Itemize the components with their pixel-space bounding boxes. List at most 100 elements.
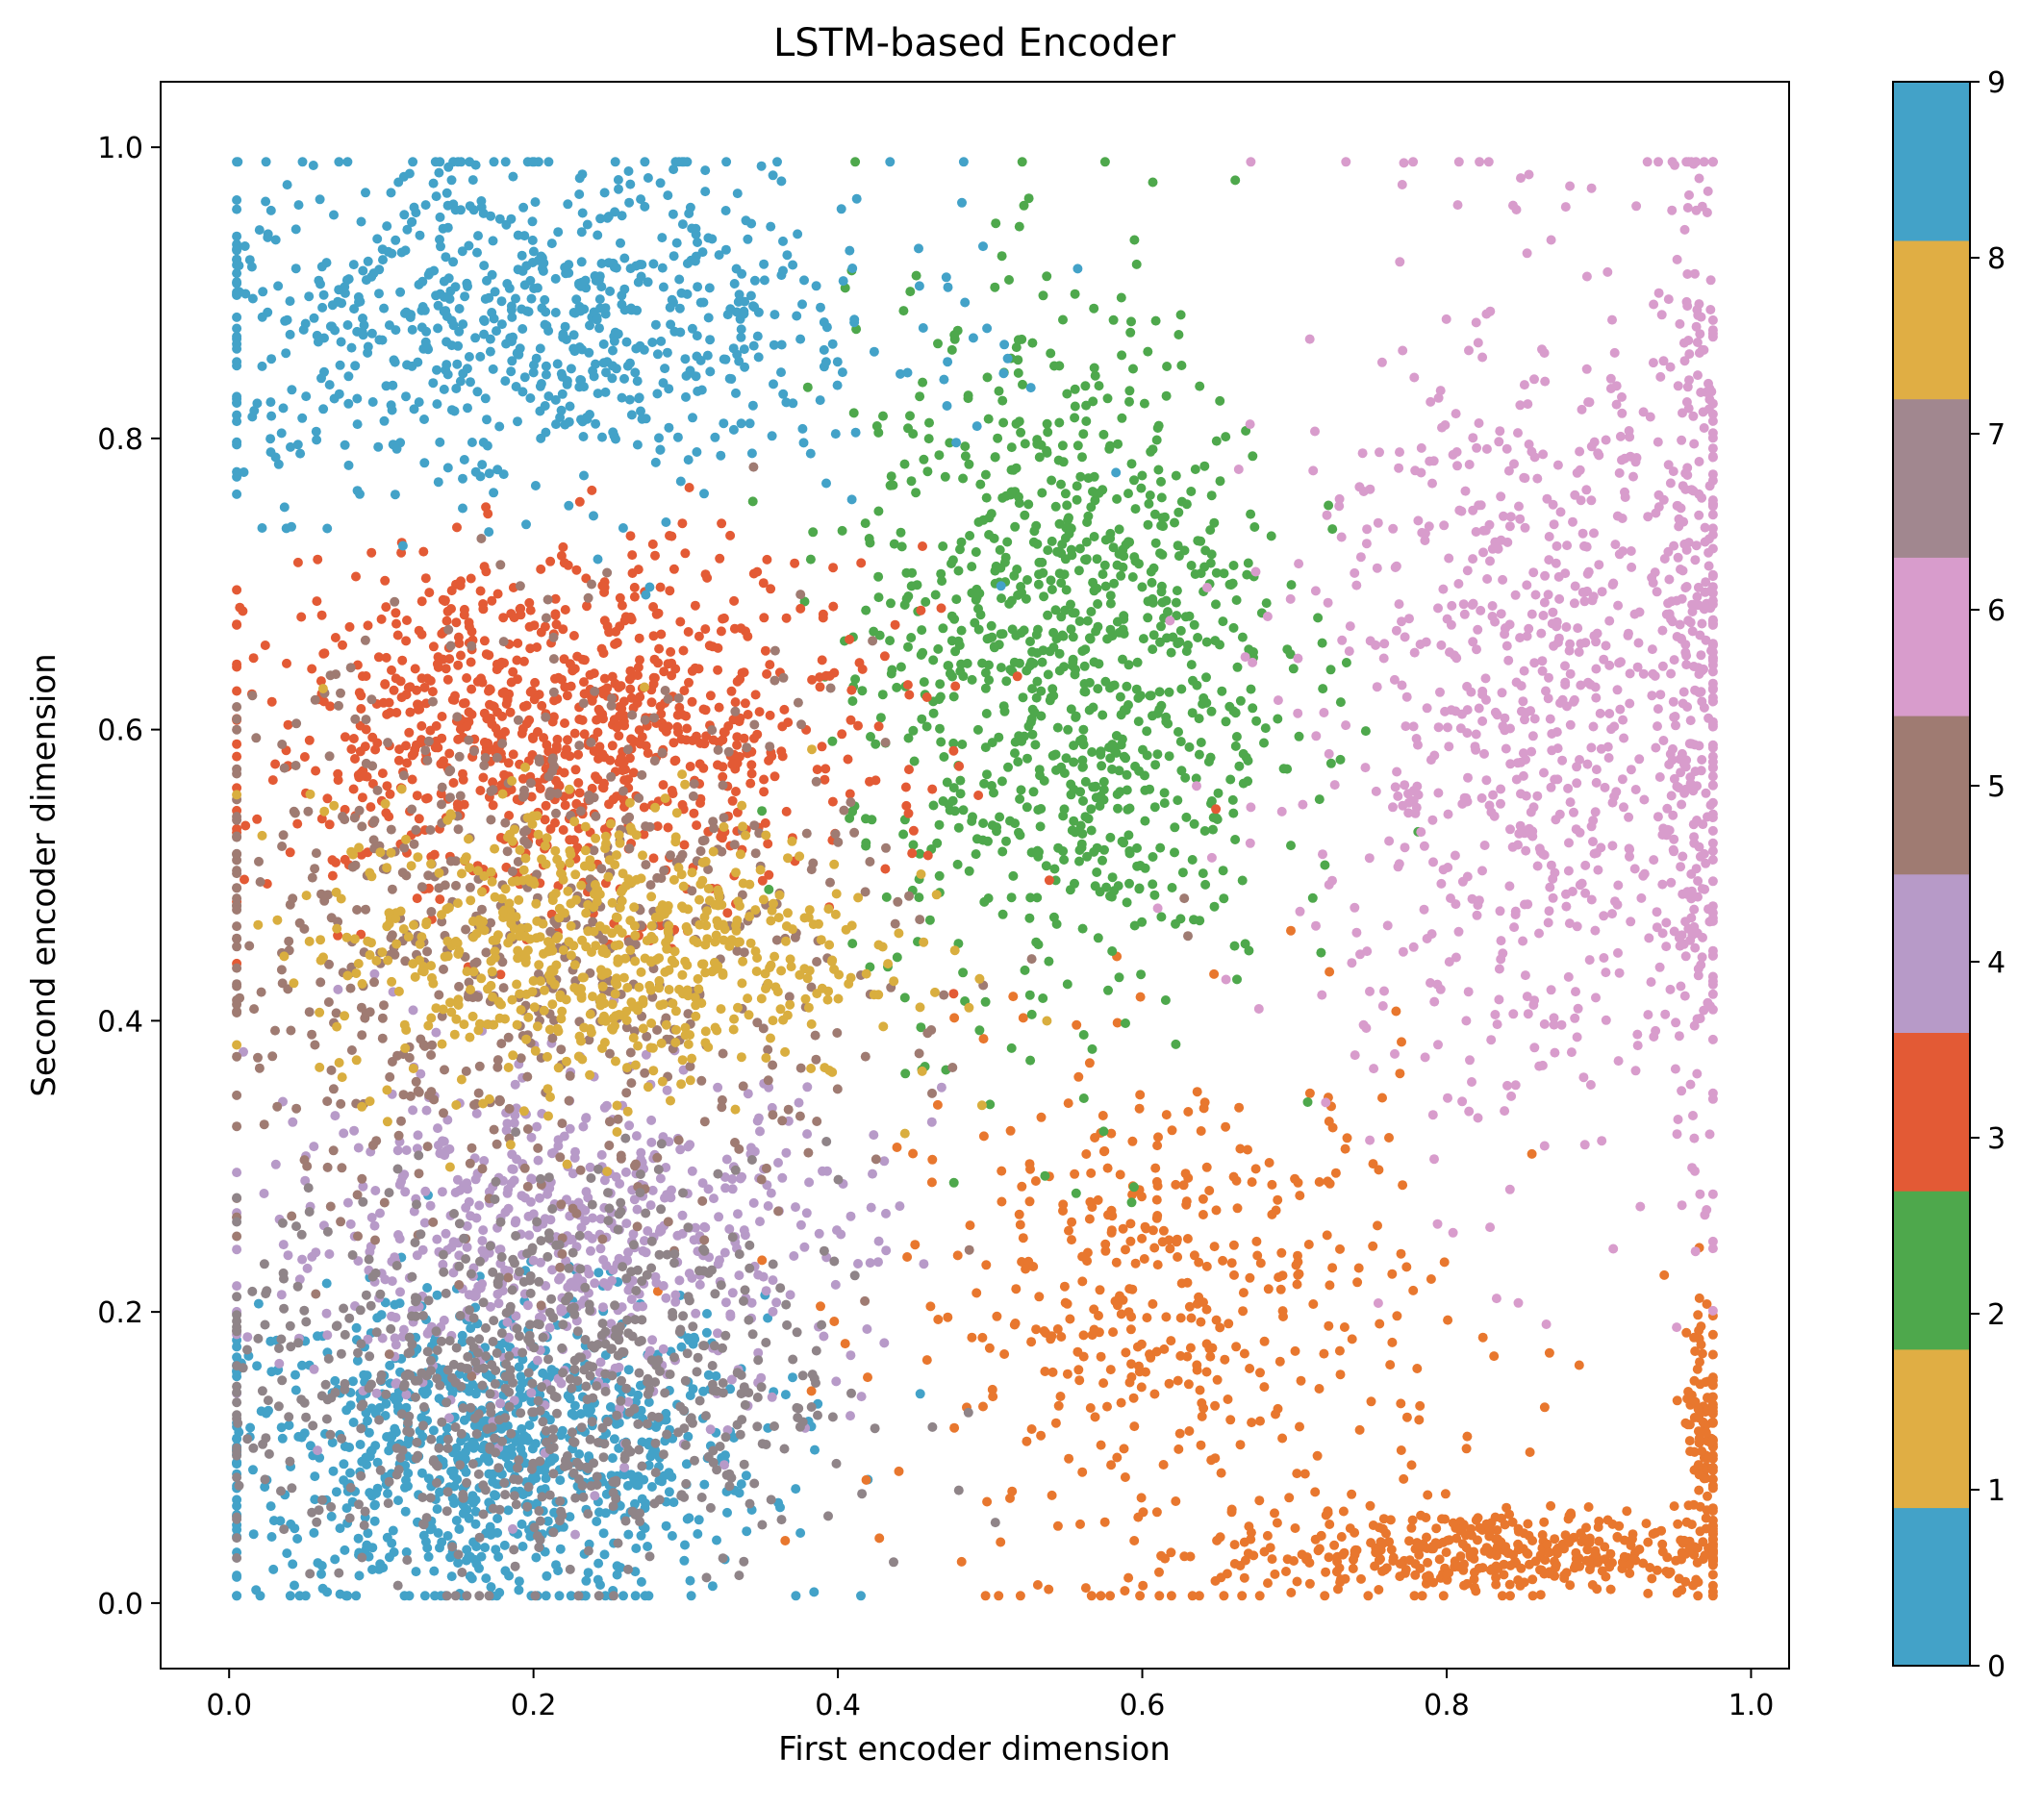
scatter-point-class-2 (935, 679, 946, 690)
scatter-point-class-0 (282, 1548, 292, 1559)
scatter-point-class-3 (563, 560, 573, 570)
scatter-point-class-5 (652, 1025, 663, 1035)
scatter-point-class-0 (372, 1313, 383, 1323)
scatter-point-class-3 (456, 650, 466, 661)
scatter-point-class-2 (1109, 578, 1120, 589)
scatter-point-class-2 (1186, 487, 1197, 496)
scatter-point-class-5 (1179, 893, 1190, 904)
scatter-point-class-3 (412, 893, 422, 904)
scatter-point-class-3 (746, 760, 757, 770)
scatter-point-class-1 (1216, 1468, 1226, 1478)
scatter-point-class-1 (1235, 1440, 1246, 1450)
scatter-point-class-1 (1471, 1586, 1481, 1596)
scatter-point-class-2 (1221, 716, 1231, 727)
scatter-point-class-2 (1205, 752, 1216, 763)
scatter-point-class-1 (1198, 1210, 1208, 1219)
scatter-point-class-2 (1313, 613, 1324, 623)
scatter-point-class-0 (386, 1431, 396, 1442)
scatter-point-class-3 (360, 771, 370, 782)
scatter-point-class-0 (348, 1376, 358, 1387)
scatter-point-class-1 (1120, 1586, 1130, 1596)
scatter-point-class-1 (1324, 1320, 1334, 1331)
scatter-point-class-1 (1600, 1542, 1610, 1552)
scatter-point-class-2 (1335, 697, 1346, 708)
scatter-point-class-3 (351, 571, 361, 582)
scatter-point-class-3 (648, 602, 659, 612)
scatter-point-class-3 (625, 684, 636, 694)
scatter-point-class-5 (622, 744, 633, 755)
scatter-point-class-1 (892, 1143, 902, 1152)
scatter-point-class-5 (688, 791, 698, 801)
scatter-point-class-0 (351, 1591, 362, 1601)
scatter-point-class-2 (1288, 664, 1299, 674)
scatter-point-class-1 (1471, 1515, 1481, 1525)
scatter-point-class-1 (1052, 1324, 1063, 1334)
scatter-point-class-1 (1226, 1504, 1237, 1515)
scatter-point-class-1 (1290, 1523, 1300, 1533)
scatter-point-class-1 (1052, 1520, 1063, 1531)
scatter-point-class-3 (453, 660, 464, 670)
scatter-point-class-2 (1184, 611, 1195, 621)
scatter-point-class-2 (901, 567, 912, 578)
scatter-point-class-5 (808, 858, 819, 868)
scatter-point-class-2 (1001, 836, 1011, 846)
scatter-point-class-4 (321, 1308, 332, 1319)
scatter-point-class-5 (584, 791, 594, 800)
scatter-point-class-1 (1201, 1261, 1212, 1271)
scatter-point-class-1 (1438, 1591, 1449, 1601)
scatter-point-class-2 (1206, 796, 1217, 806)
scatter-point-class-0 (856, 1591, 866, 1601)
scatter-point-class-4 (719, 1172, 730, 1182)
scatter-point-class-4 (714, 1212, 724, 1222)
scatter-point-class-5 (699, 1235, 710, 1245)
scatter-point-class-1 (1024, 1159, 1035, 1169)
scatter-point-class-1 (996, 1537, 1006, 1547)
scatter-point-class-1 (1095, 1285, 1105, 1295)
scatter-point-class-2 (1140, 785, 1150, 795)
scatter-point-class-2 (1109, 886, 1120, 896)
scatter-point-class-2 (1088, 577, 1098, 588)
scatter-point-class-1 (1325, 1280, 1335, 1291)
scatter-point-class-2 (1137, 917, 1148, 927)
scatter-point-class-3 (558, 825, 568, 835)
scatter-point-class-5 (543, 594, 553, 605)
scatter-point-class-1 (1401, 1262, 1412, 1272)
scatter-point-class-5 (437, 917, 447, 927)
scatter-point-class-2 (1241, 752, 1251, 763)
scatter-point-class-2 (889, 539, 899, 549)
scatter-point-class-1 (1237, 1591, 1248, 1601)
scatter-point-class-2 (1161, 390, 1172, 401)
scatter-point-class-1 (1385, 1515, 1396, 1525)
scatter-point-class-3 (679, 840, 690, 850)
scatter-point-class-2 (987, 632, 997, 642)
scatter-point-class-2 (861, 814, 871, 824)
scatter-point-class-2 (1150, 760, 1161, 770)
scatter-point-class-3 (698, 704, 709, 715)
scatter-point-class-0 (404, 1591, 415, 1601)
scatter-point-class-3 (624, 674, 635, 685)
scatter-point-class-2 (1037, 488, 1047, 498)
scatter-point-class-4 (639, 1236, 649, 1246)
scatter-point-class-4 (719, 1460, 729, 1470)
scatter-point-class-0 (232, 1524, 242, 1535)
scatter-point-class-2 (1078, 724, 1089, 735)
scatter-point-class-1 (1499, 1570, 1509, 1580)
scatter-point-class-2 (1121, 1018, 1130, 1028)
scatter-point-class-2 (1086, 825, 1097, 836)
scatter-point-class-0 (612, 1570, 622, 1580)
scatter-point-class-1 (1254, 1495, 1265, 1506)
scatter-point-class-3 (315, 676, 326, 687)
scatter-point-class-5 (717, 1094, 727, 1105)
scatter-point-class-2 (1146, 691, 1156, 701)
scatter-point-class-3 (498, 613, 509, 623)
scatter-point-class-1 (1238, 1288, 1249, 1298)
scatter-point-class-2 (1173, 330, 1184, 339)
scatter-point-class-2 (1180, 772, 1191, 783)
scatter-point-class-1 (1192, 1087, 1202, 1097)
scatter-point-class-1 (1073, 1071, 1084, 1082)
scatter-point-class-2 (935, 691, 946, 702)
scatter-point-class-2 (903, 641, 913, 652)
scatter-point-class-3 (759, 613, 770, 623)
scatter-point-class-1 (1385, 1360, 1396, 1370)
scatter-point-class-2 (1213, 788, 1224, 798)
